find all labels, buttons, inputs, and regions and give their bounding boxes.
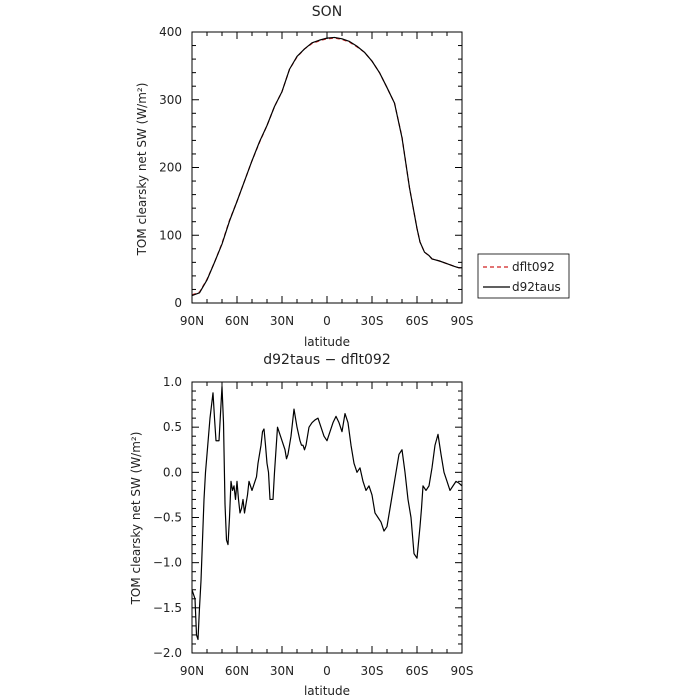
y-tick-label: −0.5 [153, 511, 182, 525]
x-tick-label: 30N [270, 664, 294, 678]
y-tick-label: 100 [159, 228, 182, 242]
legend-label-d92taus: d92taus [512, 280, 561, 294]
x-tick-label: 30S [361, 664, 384, 678]
bottom-plot: d92taus − dflt092 latitude TOM clearsky … [129, 352, 473, 698]
x-tick-label: 60N [225, 314, 249, 328]
y-tick-label: 300 [159, 93, 182, 107]
legend-label-dflt092: dflt092 [512, 260, 555, 274]
top-plot-frame [191, 31, 463, 304]
y-tick-label: 0 [174, 296, 182, 310]
x-tick-label: 90N [180, 314, 204, 328]
bottom-plot-xlabel: latitude [304, 684, 350, 698]
y-tick-label: 0.5 [163, 420, 182, 434]
series-line-dflt092 [191, 37, 462, 296]
top-plot: SON latitude TOM clearsky net SW (W/m²) … [135, 4, 473, 349]
bottom-plot-title: d92taus − dflt092 [263, 352, 390, 368]
bottom-plot-ylabel: TOM clearsky net SW (W/m²) [129, 432, 143, 606]
y-tick-label: 0.0 [163, 465, 182, 479]
x-tick-label: 60N [225, 664, 249, 678]
top-tick-group: 90N 60N 30N 0 30S 60S 90S 0 100 200 300 400 [159, 25, 473, 328]
top-plot-xlabel: latitude [304, 335, 350, 349]
y-tick-label: 200 [159, 161, 182, 175]
legend-box [477, 253, 570, 299]
x-tick-label: 0 [323, 664, 331, 678]
legend: dflt092 d92taus [477, 253, 570, 299]
y-tick-label: −1.0 [153, 556, 182, 570]
top-plot-title: SON [312, 4, 342, 20]
x-tick-label: 0 [323, 314, 331, 328]
x-tick-label: 90S [451, 314, 474, 328]
y-tick-label: −1.5 [153, 601, 182, 615]
series-line-d92taus [191, 36, 462, 297]
x-tick-label: 60S [406, 314, 429, 328]
x-tick-label: 30S [361, 314, 384, 328]
x-tick-label: 90S [451, 664, 474, 678]
y-tick-label: 1.0 [163, 375, 182, 389]
bottom-tick-group: 90N 60N 30N 0 30S 60S 90S −2.0 −1.5 −1.0 −0.5 0.0 0.… [153, 375, 474, 678]
top-plot-ylabel: TOM clearsky net SW (W/m²) [135, 83, 149, 257]
x-tick-label: 60S [406, 664, 429, 678]
y-tick-label: 400 [159, 25, 182, 39]
top-series-group [191, 36, 462, 297]
x-tick-label: 90N [180, 664, 204, 678]
x-tick-label: 30N [270, 314, 294, 328]
bottom-plot-frame [191, 381, 463, 654]
series-line-series-0 [191, 385, 463, 641]
bottom-series-group [191, 385, 463, 641]
y-tick-label: −2.0 [153, 646, 182, 660]
